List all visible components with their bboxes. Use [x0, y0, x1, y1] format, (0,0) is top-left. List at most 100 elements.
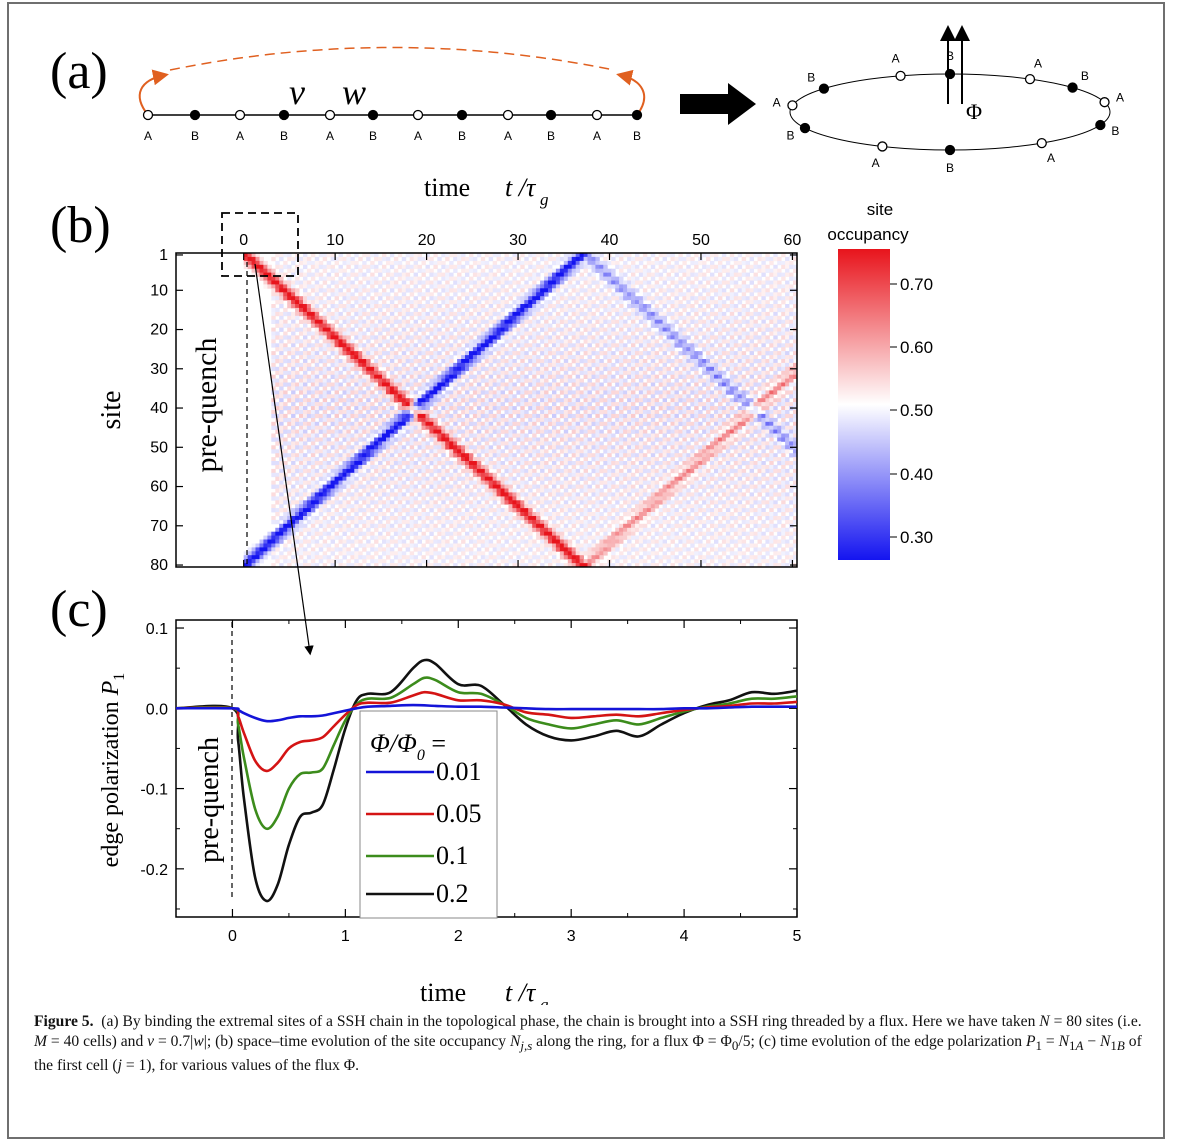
heatmap-cell: [303, 351, 308, 356]
heatmap-cell: [567, 366, 573, 372]
heatmap-cell: [401, 457, 407, 462]
heatmap-cell: [362, 508, 367, 513]
heatmap-cell: [318, 413, 324, 419]
heatmap-cell: [405, 284, 411, 289]
heatmap-cell: [492, 253, 498, 258]
heatmap-cell: [271, 296, 276, 301]
heatmap-cell: [544, 268, 549, 273]
heatmap-cell: [476, 468, 482, 474]
heatmap-cell: [425, 300, 430, 305]
heatmap-cell: [571, 516, 577, 521]
chain-site: [234, 109, 246, 121]
heatmap-cell: [362, 402, 367, 407]
heatmap-cell: [374, 327, 379, 332]
heatmap-cell: [370, 382, 375, 387]
heatmap-cell: [524, 319, 529, 324]
heatmap-cell: [413, 296, 418, 301]
heatmap-cell: [437, 272, 442, 277]
heatmap-cell: [386, 429, 391, 434]
heatmap-cell: [382, 327, 387, 332]
heatmap-cell: [480, 280, 486, 285]
heatmap-cell: [314, 519, 320, 525]
heatmap-cell: [275, 406, 280, 411]
heatmap-cell: [484, 307, 490, 313]
heatmap-cell: [461, 359, 466, 364]
heatmap-cell: [476, 433, 482, 438]
heatmap-cell: [484, 523, 490, 529]
heatmap-cell: [552, 386, 557, 391]
heatmap-cell: [492, 355, 498, 360]
heatmap-cell: [532, 461, 537, 466]
heatmap-cell: [457, 253, 462, 258]
heatmap-cell: [465, 496, 470, 501]
flux-label: Φ: [966, 99, 982, 124]
heatmap-cell: [500, 319, 505, 324]
heatmap-cell: [453, 453, 458, 458]
heatmap-cell: [417, 276, 422, 281]
heatmap-cell: [291, 445, 296, 450]
heatmap-cell: [366, 311, 371, 317]
heatmap-cell: [389, 547, 395, 552]
heatmap-cell: [350, 410, 355, 415]
heatmap-cell: [393, 531, 399, 536]
heatmap-cell: [571, 464, 577, 470]
heatmap-cell: [465, 508, 470, 513]
heatmap-cell: [287, 351, 292, 356]
heatmap-cell: [283, 535, 288, 540]
heatmap-cell: [366, 453, 371, 458]
heatmap-cell: [555, 288, 561, 293]
heatmap-cell: [508, 425, 513, 430]
heatmap-cell: [389, 351, 395, 356]
heatmap-cell: [484, 359, 490, 364]
heatmap-cell: [520, 500, 525, 505]
heatmap-cell: [299, 311, 304, 317]
heatmap-cell: [342, 362, 347, 368]
heatmap-cell: [441, 519, 446, 525]
heatmap-cell: [484, 531, 490, 536]
heatmap-cell: [310, 359, 316, 364]
heatmap-cell: [484, 453, 490, 458]
heatmap-cell: [275, 441, 280, 446]
heatmap-cell: [516, 398, 521, 403]
heatmap-cell: [283, 500, 288, 505]
heatmap-cell: [386, 331, 391, 336]
heatmap-cell: [417, 488, 422, 493]
heatmap-cell: [496, 331, 501, 336]
heatmap-cell: [306, 410, 312, 415]
heatmap-cell: [441, 488, 446, 493]
heatmap-cell: [338, 311, 343, 317]
heatmap-cell: [409, 512, 415, 517]
heatmap-cell: [421, 327, 426, 332]
heatmap-cell: [457, 327, 462, 332]
heatmap-cell: [421, 421, 426, 427]
heatmap-cell: [386, 417, 391, 423]
heatmap-cell: [342, 504, 347, 509]
heatmap-cell: [306, 390, 312, 395]
heatmap-cell: [504, 300, 509, 305]
heatmap-cell: [453, 429, 458, 434]
heatmap-cell: [429, 296, 434, 301]
heatmap-cell: [449, 429, 454, 434]
heatmap-cell: [425, 421, 430, 427]
heatmap-cell: [382, 476, 387, 481]
heatmap-cell: [334, 449, 339, 454]
heatmap-cell: [504, 429, 509, 434]
heatmap-cell: [401, 402, 407, 407]
heatmap-cell: [310, 457, 316, 462]
heatmap-cell: [358, 531, 363, 536]
heatmap-cell: [386, 527, 391, 533]
heatmap-cell: [287, 406, 292, 411]
heatmap-cell: [306, 472, 312, 478]
heatmap-cell: [465, 421, 470, 427]
heatmap-cell: [457, 453, 462, 458]
heatmap-cell: [374, 527, 379, 533]
heatmap-cell: [528, 543, 533, 548]
heatmap-cell: [524, 480, 529, 485]
heatmap-cell: [480, 366, 486, 372]
heatmap-cell: [445, 296, 450, 301]
heatmap-cell: [484, 327, 490, 332]
heatmap-cell: [540, 359, 545, 364]
heatmap-cell: [567, 519, 573, 525]
heatmap-cell: [540, 327, 545, 332]
heatmap-cell: [334, 307, 339, 313]
